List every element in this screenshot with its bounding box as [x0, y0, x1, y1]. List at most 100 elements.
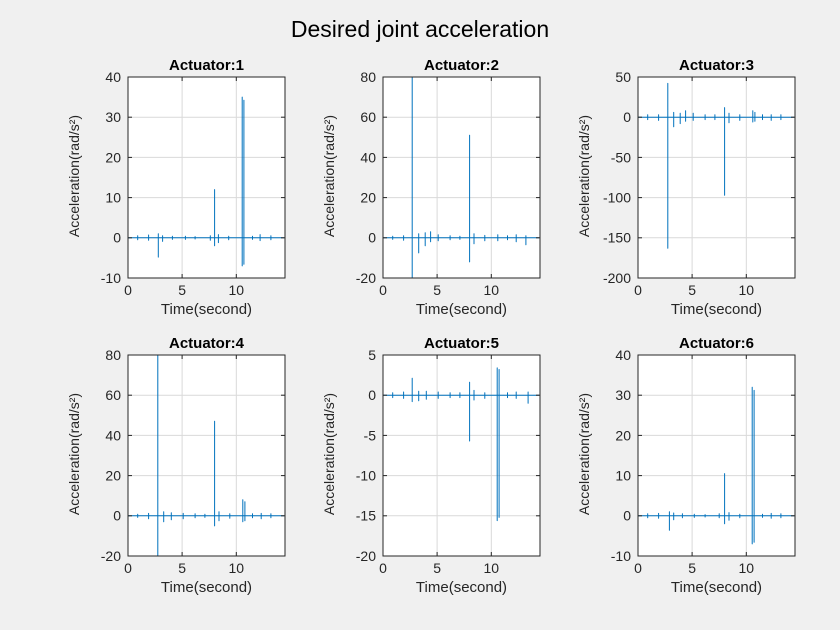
plot-background: [128, 77, 285, 278]
x-tick-labels: 0 5 10: [634, 282, 754, 298]
y-tick-label: 30: [615, 387, 631, 403]
y-tick-label: 40: [105, 69, 121, 85]
x-tick-labels: 0 5 10: [634, 560, 754, 576]
signal-line: [128, 354, 284, 557]
x-tick-label: 10: [484, 560, 500, 576]
plot-background: [638, 355, 795, 556]
x-tick-label: 5: [688, 560, 696, 576]
x-tick-label: 10: [484, 282, 500, 298]
y-tick-label: 20: [615, 427, 631, 443]
x-tick-labels: 0 5 10: [124, 282, 244, 298]
y-tick-label: -10: [101, 270, 121, 286]
y-tick-label: 0: [623, 109, 631, 125]
subplot-actuator-3: Actuator:3 Acceleration(rad/s²) 0 5 10 -200…: [550, 57, 800, 335]
x-tick-label: 5: [433, 560, 441, 576]
subplot-title: Actuator:6: [678, 335, 754, 352]
y-tick-label: 40: [615, 347, 631, 363]
y-tick-labels: -10 0 10 20 30 40: [611, 347, 631, 564]
subplot-actuator-2: Actuator:2 Acceleration(rad/s²) 0 5 10 -20 0…: [295, 57, 545, 335]
y-tick-label: -10: [356, 468, 376, 484]
plot-background: [383, 77, 540, 278]
y-tick-label: -20: [356, 270, 376, 286]
y-tick-label: 30: [105, 109, 121, 125]
y-tick-label: 20: [105, 149, 121, 165]
x-tick-label: 5: [178, 282, 186, 298]
signal-line: [383, 367, 539, 522]
y-tick-label: 10: [615, 468, 631, 484]
y-tick-label: -20: [356, 548, 376, 564]
axes-box: [127, 354, 286, 557]
subplot-title: Actuator:5: [423, 335, 499, 352]
x-tick-label: 0: [124, 560, 132, 576]
y-tick-label: -100: [603, 190, 631, 206]
y-tick-label: 0: [623, 508, 631, 524]
y-tick-label: 80: [360, 69, 376, 85]
y-tick-labels: -10 0 10 20 30 40: [101, 69, 121, 286]
axes-box: [127, 76, 286, 279]
x-tick-labels: 0 5 10: [379, 282, 499, 298]
subplot-grid: Actuator:1 Acceleration(rad/s²) 0 5 10 -10 0…: [0, 57, 840, 613]
x-tick-label: 10: [739, 560, 755, 576]
axes-box: [637, 354, 796, 557]
y-tick-label: 0: [113, 508, 121, 524]
subplot-actuator-5: Actuator:5 Acceleration(rad/s²) 0 5 10 -20-…: [295, 335, 545, 613]
y-tick-label: 20: [105, 468, 121, 484]
x-axis-label: Time(second): [415, 579, 508, 596]
plot-background: [638, 77, 795, 278]
x-tick-labels: 0 5 10: [124, 560, 244, 576]
y-tick-label: 60: [105, 387, 121, 403]
y-tick-label: -15: [356, 508, 376, 524]
subplot-actuator-1: Actuator:1 Acceleration(rad/s²) 0 5 10 -10 0…: [40, 57, 290, 335]
y-tick-label: -10: [611, 548, 631, 564]
x-tick-label: 0: [124, 282, 132, 298]
x-axis-label: Time(second): [670, 579, 763, 596]
y-tick-label: -50: [611, 149, 631, 165]
y-tick-label: 0: [368, 230, 376, 246]
y-tick-label: 50: [615, 69, 631, 85]
x-tick-labels: 0 5 10: [379, 560, 499, 576]
y-tick-label: 20: [360, 190, 376, 206]
x-tick-label: 0: [634, 560, 642, 576]
subplot-title: Actuator:2: [423, 57, 499, 74]
x-tick-label: 10: [229, 560, 245, 576]
x-tick-label: 0: [379, 282, 387, 298]
y-tick-label: 60: [360, 109, 376, 125]
signal-line: [638, 386, 794, 545]
x-tick-label: 5: [688, 282, 696, 298]
subplot-title: Actuator:1: [168, 57, 244, 74]
y-tick-label: 0: [368, 387, 376, 403]
signal-line: [383, 76, 539, 279]
subplot-title: Actuator:3: [678, 57, 754, 74]
x-tick-label: 10: [739, 282, 755, 298]
y-tick-label: 80: [105, 347, 121, 363]
x-tick-label: 5: [178, 560, 186, 576]
figure-title: Desired joint acceleration: [290, 16, 550, 42]
y-tick-labels: -20 0 20 40 60 80: [101, 347, 121, 564]
y-tick-labels: -200 -150 -100 -50 0 50: [603, 69, 631, 286]
y-tick-label: 5: [368, 347, 376, 363]
plot-area: 0 5 10 -200 -150 -100 -50 0 50: [603, 69, 796, 298]
y-tick-label: -150: [603, 230, 631, 246]
subplot-actuator-4: Actuator:4 Acceleration(rad/s²) 0 5 10 -20 0…: [40, 335, 290, 613]
plot-area: 0 5 10 -20 -15 -10 -5 0 5: [356, 347, 541, 576]
x-tick-label: 0: [634, 282, 642, 298]
y-tick-label: 40: [360, 149, 376, 165]
y-tick-labels: -20 0 20 40 60 80: [356, 69, 376, 286]
x-axis-label: Time(second): [670, 301, 763, 318]
y-tick-label: -5: [364, 427, 377, 443]
axes-box: [382, 354, 541, 557]
plot-background: [128, 355, 285, 556]
y-tick-label: 40: [105, 427, 121, 443]
y-tick-label: 0: [113, 230, 121, 246]
y-tick-label: 10: [105, 190, 121, 206]
subplot-title: Actuator:4: [168, 335, 244, 352]
y-tick-label: -200: [603, 270, 631, 286]
subplot-actuator-6: Actuator:6 Acceleration(rad/s²) 0 5 10 -10 0…: [550, 335, 800, 613]
x-axis-label: Time(second): [160, 301, 253, 318]
signal-line: [128, 96, 284, 267]
x-tick-label: 10: [229, 282, 245, 298]
axes-box: [382, 76, 541, 279]
